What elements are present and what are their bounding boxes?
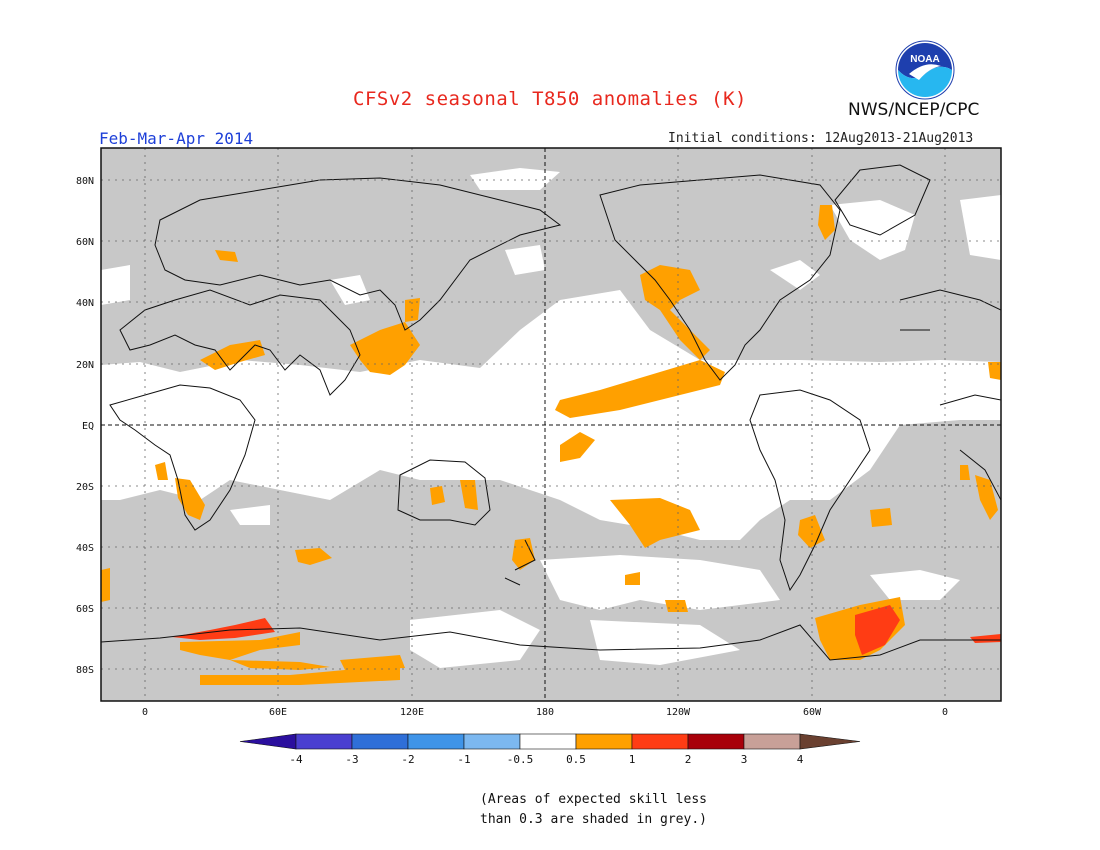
lat-label: EQ <box>82 421 94 432</box>
near-normal-areas <box>101 168 1001 668</box>
legend-arrow-low <box>239 733 297 750</box>
lat-label: 40S <box>76 543 94 554</box>
map-title: CFSv2 seasonal T850 anomalies (K) <box>353 88 747 110</box>
legend-tick-label: 4 <box>797 753 804 766</box>
skill-note: (Areas of expected skill less than 0.3 a… <box>480 790 707 830</box>
map-frame <box>100 147 1002 702</box>
lat-label: 80S <box>76 665 94 676</box>
legend-swatch <box>407 733 465 750</box>
legend-swatch <box>687 733 745 750</box>
anomaly-1-2-areas <box>172 605 1001 655</box>
lon-label: 120W <box>666 707 691 718</box>
legend-swatch <box>575 733 633 750</box>
lon-label: 60W <box>803 707 822 718</box>
legend-tick-label: 0.5 <box>566 753 586 766</box>
legend-swatch <box>463 733 521 750</box>
legend-tick-label: -2 <box>401 753 414 766</box>
legend-tick-label: -4 <box>289 753 303 766</box>
legend-swatch <box>295 733 353 750</box>
legend-arrow-high <box>799 733 861 750</box>
lon-label: 180 <box>536 707 554 718</box>
legend-swatch <box>519 733 577 750</box>
coastlines <box>101 164 1001 661</box>
legend-swatch <box>743 733 801 750</box>
agency-label: NWS/NCEP/CPC <box>848 100 980 120</box>
lat-label: 80N <box>76 176 94 187</box>
season-label: Feb-Mar-Apr 2014 <box>99 129 254 148</box>
legend-swatch <box>631 733 689 750</box>
noaa-logo-text: NOAA <box>910 54 939 65</box>
noaa-logo-icon: NOAA <box>895 40 955 100</box>
graticule <box>101 148 1001 701</box>
lat-label: 20N <box>76 360 94 371</box>
legend-tick-label: 1 <box>629 753 636 766</box>
lon-label: 0 <box>942 707 948 718</box>
legend-ticks: -4 -3 -2 -1 -0.5 0.5 1 2 3 4 <box>289 753 803 766</box>
lon-label: 0 <box>142 707 148 718</box>
skill-note-line: than 0.3 are shaded in grey.) <box>480 812 707 827</box>
lat-label: 60S <box>76 604 94 615</box>
initial-conditions: Initial conditions: 12Aug2013-21Aug2013 <box>668 131 974 146</box>
legend-tick-label: 3 <box>741 753 748 766</box>
legend-swatch <box>351 733 409 750</box>
legend-tick-label: 2 <box>685 753 692 766</box>
legend-tick-label: -0.5 <box>507 753 534 766</box>
lon-label: 120E <box>400 707 424 718</box>
lat-label: 20S <box>76 482 94 493</box>
legend-swatches <box>239 733 861 750</box>
lat-label: 60N <box>76 237 94 248</box>
legend-tick-label: -1 <box>457 753 470 766</box>
lon-label: 60E <box>269 707 287 718</box>
equator-dateline <box>101 148 1001 701</box>
lat-label: 40N <box>76 298 94 309</box>
skill-note-line: (Areas of expected skill less <box>480 792 707 807</box>
legend-tick-label: -3 <box>345 753 358 766</box>
